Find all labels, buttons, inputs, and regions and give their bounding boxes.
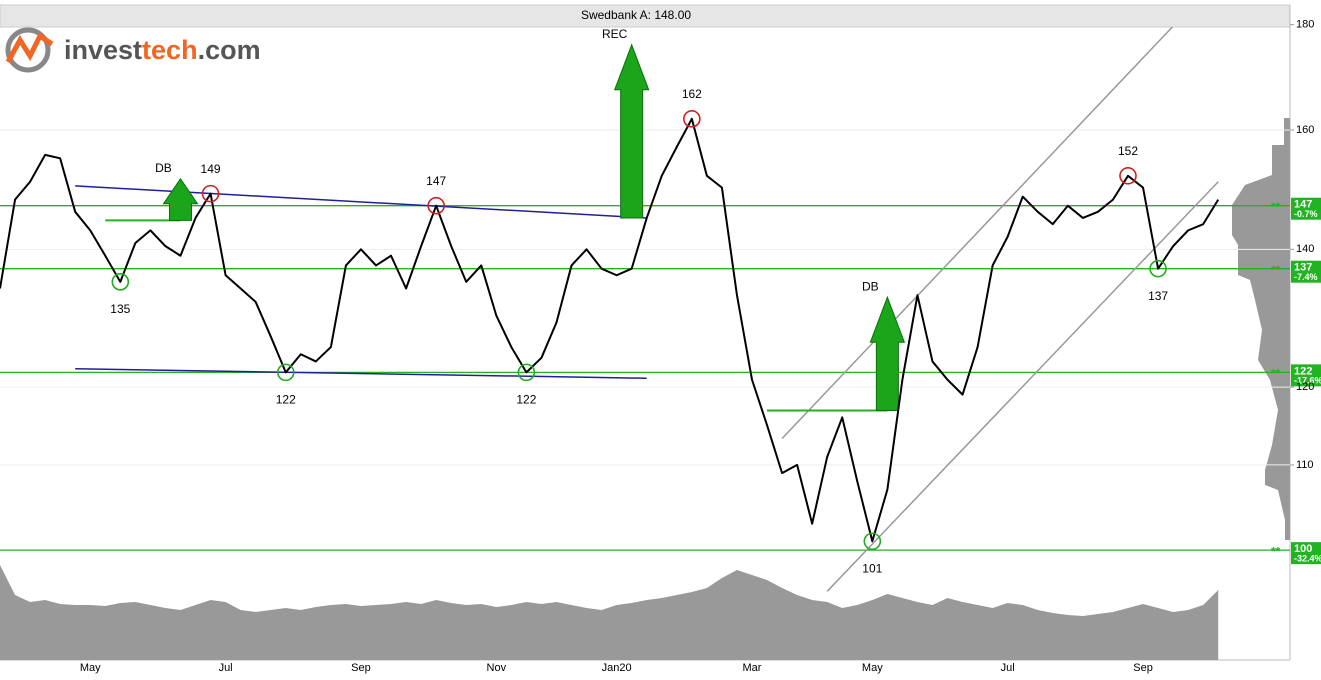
signal-label: DB bbox=[155, 161, 172, 175]
level-change: -17.6% bbox=[1294, 376, 1321, 386]
signal-label: REC bbox=[602, 27, 628, 41]
volume-area bbox=[0, 565, 1219, 660]
trend-line bbox=[781, 27, 1174, 440]
chart-title: Swedbank A: 148.00 bbox=[581, 8, 691, 22]
y-tick-label: 180 bbox=[1296, 19, 1314, 31]
logo-part: .com bbox=[198, 35, 261, 65]
signal-label: DB bbox=[862, 279, 879, 293]
x-tick-label: Jul bbox=[1001, 662, 1015, 674]
level-marker: ** bbox=[1271, 200, 1281, 214]
x-tick-label: Nov bbox=[487, 662, 507, 674]
level-box bbox=[1291, 197, 1321, 220]
extreme-marker bbox=[111, 273, 130, 291]
x-tick-label: May bbox=[80, 662, 101, 674]
extreme-label: 135 bbox=[110, 302, 130, 316]
extreme-marker bbox=[1119, 167, 1137, 185]
level-label: 147 bbox=[1294, 199, 1312, 211]
extreme-label: 149 bbox=[201, 162, 221, 176]
extreme-marker bbox=[201, 184, 220, 203]
level-marker: ** bbox=[1271, 263, 1281, 277]
y-tick-label: 120 bbox=[1296, 381, 1314, 393]
logo-part: invest bbox=[64, 35, 142, 65]
extreme-label: 152 bbox=[1118, 144, 1138, 158]
level-marker: ** bbox=[1271, 367, 1281, 381]
level-box bbox=[1291, 260, 1321, 283]
logo-text: investtech.com bbox=[64, 35, 261, 65]
extreme-label: 101 bbox=[862, 561, 882, 575]
level-marker: ** bbox=[1271, 544, 1281, 558]
extreme-marker bbox=[683, 110, 701, 128]
x-tick-label: Jan20 bbox=[602, 662, 632, 674]
signal-arrow bbox=[869, 295, 906, 412]
plot: DB REC DB 149 147 162 152 135 122 122 101 137 bbox=[0, 27, 1290, 660]
x-tick-label: Sep bbox=[351, 662, 371, 674]
level-change: -32.4% bbox=[1294, 554, 1321, 564]
x-tick-label: May bbox=[862, 662, 883, 674]
extreme-label: 122 bbox=[276, 393, 296, 407]
extreme-label: 122 bbox=[516, 393, 536, 407]
signal-arrow bbox=[613, 43, 650, 219]
extreme-marker bbox=[427, 196, 445, 215]
level-box bbox=[1291, 542, 1321, 565]
x-tick-label: Mar bbox=[743, 662, 762, 674]
level-change: -7.4% bbox=[1294, 272, 1318, 282]
level-label: 100 bbox=[1294, 543, 1312, 555]
trend-line bbox=[75, 367, 647, 379]
y-tick-label: 110 bbox=[1296, 459, 1314, 471]
logo: investtech.com bbox=[5, 27, 261, 73]
level-label: 137 bbox=[1294, 262, 1312, 274]
price-line bbox=[0, 117, 1220, 543]
extreme-label: 137 bbox=[1148, 289, 1168, 303]
extreme-label: 162 bbox=[682, 87, 702, 101]
trend-line bbox=[75, 185, 647, 219]
extreme-marker bbox=[1149, 259, 1167, 278]
logo-part: tech bbox=[142, 35, 198, 65]
extreme-marker bbox=[276, 363, 295, 382]
level-change: -0.7% bbox=[1294, 209, 1318, 219]
level-box bbox=[1291, 364, 1321, 387]
extreme-marker bbox=[863, 532, 882, 551]
trend-line bbox=[826, 181, 1219, 592]
x-tick-label: Jul bbox=[219, 662, 233, 674]
overlay: ** 147-0.7% ** 137-7.4% ** 122-17.6% ** 100-32.… bbox=[1271, 197, 1321, 565]
volume-profile bbox=[1232, 118, 1290, 540]
y-tick-label: 140 bbox=[1296, 243, 1314, 255]
signal-arrow bbox=[162, 177, 199, 221]
extreme-marker bbox=[517, 363, 536, 382]
y-tick-label: 160 bbox=[1296, 124, 1314, 136]
x-tick-label: Sep bbox=[1133, 662, 1153, 674]
extreme-label: 147 bbox=[426, 174, 446, 188]
logo-mark bbox=[5, 32, 54, 64]
level-label: 122 bbox=[1294, 365, 1312, 377]
logo-ring bbox=[5, 27, 51, 73]
